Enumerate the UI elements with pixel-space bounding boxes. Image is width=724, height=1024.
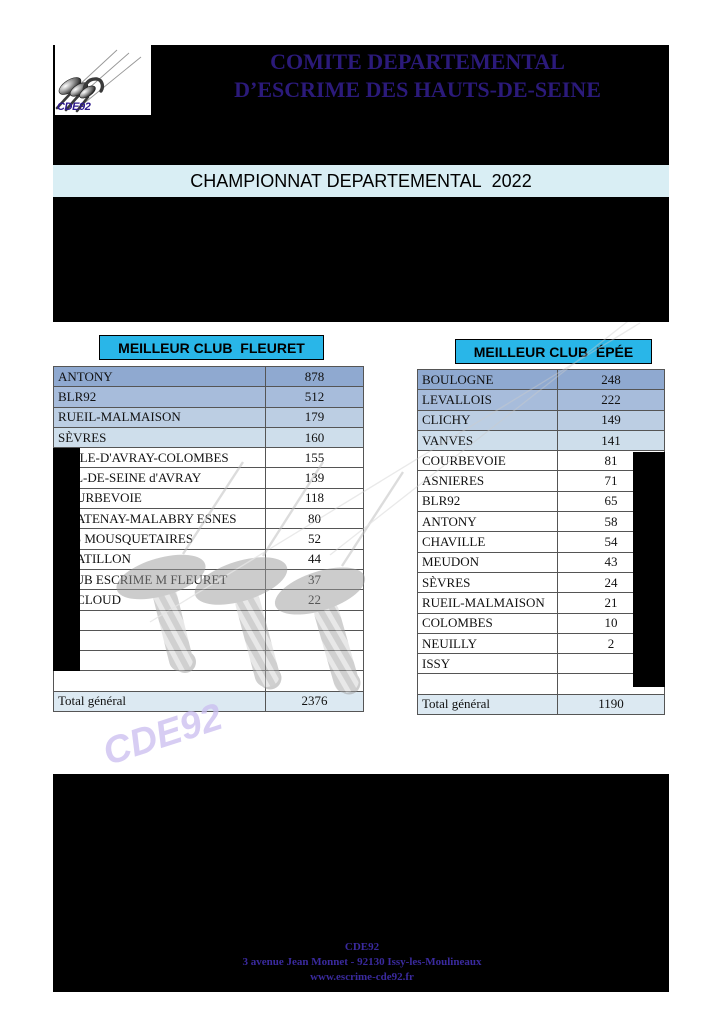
svg-text:CDE92: CDE92 [57,101,91,113]
